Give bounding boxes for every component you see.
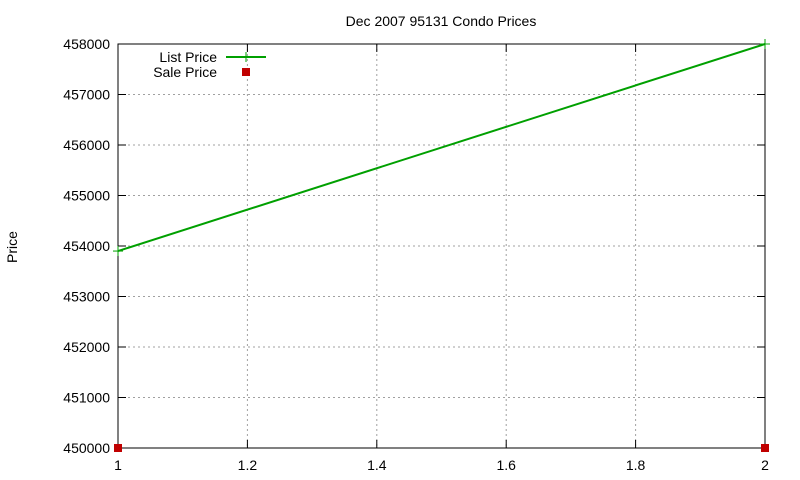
legend-marker — [241, 52, 251, 62]
y-tick-label: 457000 — [63, 87, 110, 103]
y-tick-label: 451000 — [63, 390, 110, 406]
axis-ticks: 450000 451000 452000 453000 454000 455000 4560… — [63, 36, 769, 473]
x-tick-label: 1.4 — [367, 457, 387, 473]
series-0 — [113, 39, 770, 257]
y-tick-label: 453000 — [63, 289, 110, 305]
x-tick-label: 2 — [761, 457, 769, 473]
data-point — [114, 444, 122, 452]
legend-marker — [242, 68, 250, 76]
y-tick-label: 452000 — [63, 339, 110, 355]
data-point — [113, 246, 123, 257]
x-tick-label: 1.6 — [496, 457, 516, 473]
y-tick-label: 450000 — [63, 440, 110, 456]
legend-label: List Price — [159, 49, 217, 65]
y-tick-label: 456000 — [63, 137, 110, 153]
chart-title: Dec 2007 95131 Condo Prices — [346, 13, 537, 29]
x-tick-label: 1.2 — [238, 457, 258, 473]
legend-label: Sale Price — [153, 64, 217, 80]
data-point — [761, 444, 769, 452]
y-tick-label: 458000 — [63, 36, 110, 52]
legend-key — [226, 52, 266, 62]
series-1 — [114, 444, 769, 452]
x-tick-label: 1 — [114, 457, 122, 473]
y-tick-label: 454000 — [63, 238, 110, 254]
series-layer — [113, 39, 770, 452]
series-line — [117, 43, 766, 253]
data-point — [760, 39, 770, 49]
x-tick-label: 1.8 — [626, 457, 646, 473]
y-tick-label: 455000 — [63, 188, 110, 204]
plot-frame — [117, 43, 766, 449]
y-axis-label: Price — [4, 231, 20, 263]
grid-lines — [118, 44, 765, 448]
legend-key — [242, 68, 250, 76]
